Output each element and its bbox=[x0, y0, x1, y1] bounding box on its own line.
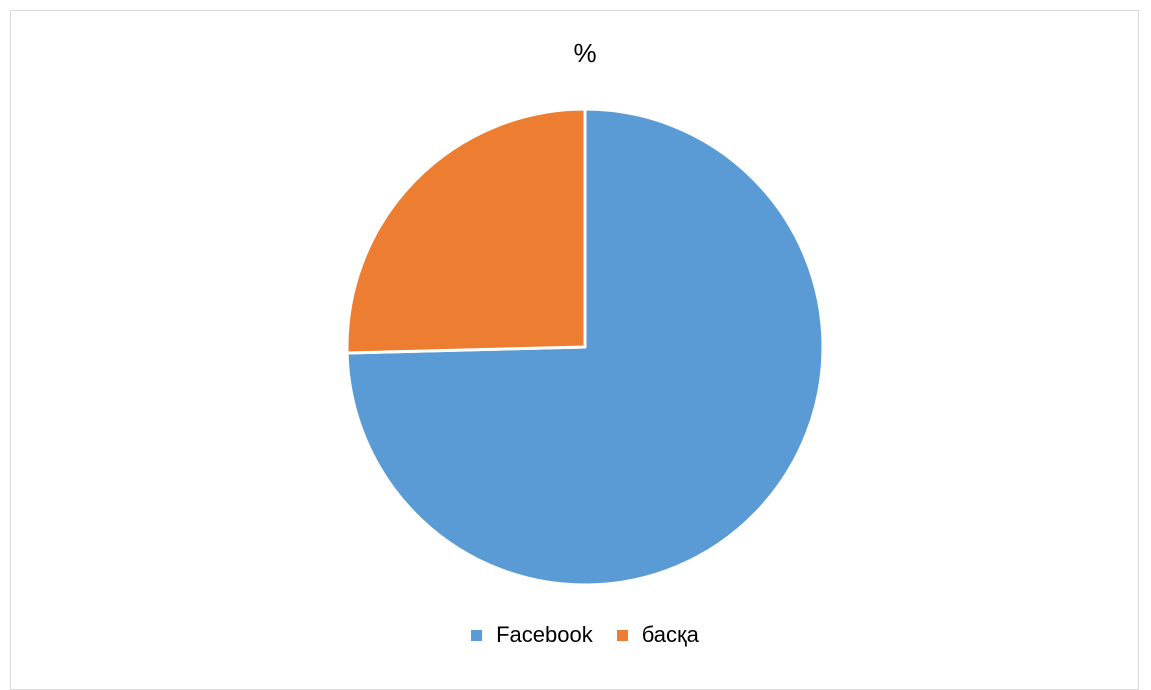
pie-slice-other bbox=[345, 107, 587, 355]
legend-swatch-other bbox=[616, 629, 628, 641]
pie-slices bbox=[345, 107, 825, 587]
legend-label-other: басқа bbox=[641, 622, 699, 647]
legend-swatch-facebook bbox=[471, 629, 483, 641]
chart-title: % bbox=[573, 38, 597, 68]
pie-chart bbox=[345, 107, 825, 587]
legend-label-facebook: Facebook bbox=[496, 622, 593, 647]
legend-item-other: басқа bbox=[616, 622, 699, 648]
legend: Facebook басқа bbox=[0, 622, 1151, 648]
legend-item-facebook: Facebook bbox=[471, 622, 593, 648]
